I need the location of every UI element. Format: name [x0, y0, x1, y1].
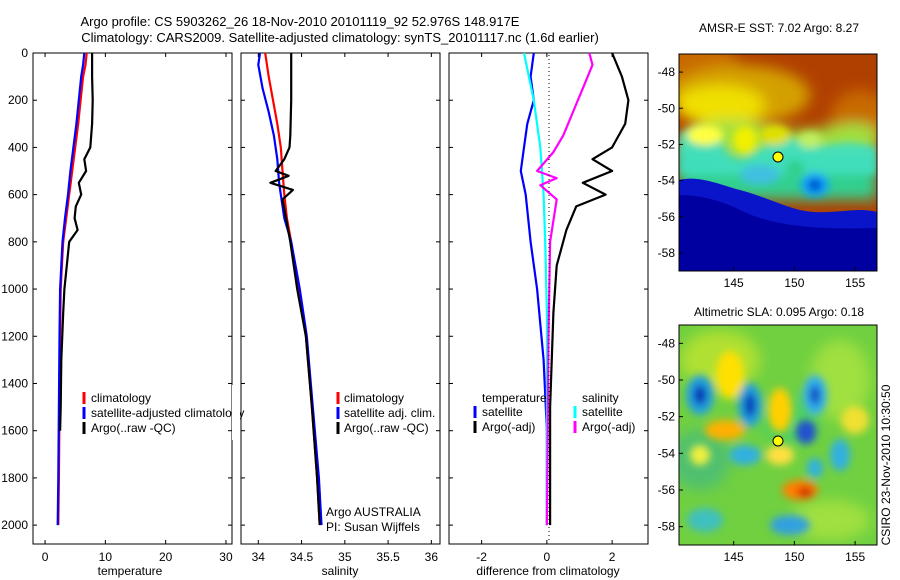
- series-climatology: [57, 52, 88, 526]
- sla-map-title: Altimetric SLA: 0.095 Argo: 0.18: [694, 305, 864, 319]
- map-y-tick-label: -58: [658, 520, 676, 534]
- x-tick-label: 34.5: [290, 550, 314, 564]
- y-tick-label: 200: [8, 93, 28, 107]
- temperature-y-tick-labels: 0 200 400 600 800 1000 1200 1400 1600 1800 2000: [1, 46, 28, 532]
- y-tick-label: 600: [8, 188, 28, 202]
- temperature-panel-frame: [32, 52, 233, 545]
- csiro-timestamp-label: CSIRO 23-Nov-2010 10:30:50: [879, 384, 893, 545]
- map-y-tick-label: -58: [658, 246, 676, 260]
- salinity-panel-frame: [240, 52, 441, 545]
- temperature-xlabel: temperature: [98, 564, 163, 578]
- difference-panel-frame: [448, 52, 649, 545]
- sst-map-title: AMSR-E SST: 7.02 Argo: 8.27: [699, 21, 859, 35]
- x-tick-label: 35: [338, 550, 352, 564]
- series-argo-raw-qc: [269, 53, 321, 526]
- legend-satellite-adj-sal: satellite adj. clim.: [344, 406, 435, 420]
- legend-argo-raw: Argo(..raw -QC): [91, 421, 176, 435]
- annotation-pi: PI: Susan Wijffels: [326, 520, 420, 534]
- x-tick-label: 2: [609, 550, 616, 564]
- series-satellite-adjusted-climatology: [56, 52, 86, 526]
- map-y-tick-label: -56: [658, 210, 676, 224]
- legend-temperature-title: temperature: [482, 391, 547, 405]
- salinity-plot: 34 34.5 35 35.5 36: [241, 52, 440, 564]
- temperature-plot: 0 10 20 30: [33, 52, 233, 564]
- difference-xlabel: difference from climatology: [476, 564, 619, 578]
- map-y-tick-label: -56: [658, 483, 676, 497]
- map-x-tick-label: 150: [784, 550, 804, 564]
- x-tick-label: 35.5: [376, 550, 400, 564]
- y-tick-label: 1400: [1, 376, 28, 390]
- legend-sal-argo: Argo(-adj): [582, 420, 635, 434]
- sla-map-frame: [678, 324, 878, 546]
- figure-title-line2: Climatology: CARS2009. Satellite-adjuste…: [81, 30, 599, 45]
- y-tick-label: 1800: [1, 471, 28, 485]
- series-salinity-satellite: [522, 52, 549, 526]
- y-tick-label: 1600: [1, 424, 28, 438]
- sla-map: [679, 325, 877, 545]
- legend-climatology-sal: climatology: [344, 391, 404, 405]
- argo-float-marker-sla: [772, 435, 784, 447]
- legend-sal-satellite: satellite: [582, 405, 623, 419]
- map-y-tick-label: -52: [658, 410, 676, 424]
- series-climatology: [264, 52, 321, 526]
- legend-argo-raw-sal: Argo(..raw -QC): [344, 421, 429, 435]
- sst-map-frame: [678, 53, 878, 272]
- salinity-xlabel: salinity: [322, 564, 359, 578]
- temperature-legend: climatology satellite-adjusted climatolo…: [82, 391, 244, 435]
- map-y-tick-label: -54: [658, 174, 676, 188]
- argo-float-marker-sst: [772, 151, 784, 163]
- series-temperature-argo-adj: [548, 52, 630, 526]
- x-tick-label: 10: [99, 550, 113, 564]
- x-tick-label: 0: [42, 550, 49, 564]
- x-tick-label: 34: [252, 550, 266, 564]
- x-tick-label: 30: [219, 550, 233, 564]
- x-tick-label: 20: [159, 550, 173, 564]
- map-x-tick-label: 150: [784, 276, 804, 290]
- y-tick-label: 0: [21, 46, 28, 60]
- legend-climatology: climatology: [91, 391, 151, 405]
- map-y-tick-label: -50: [658, 373, 676, 387]
- map-x-tick-label: 155: [845, 276, 865, 290]
- legend-satellite-adjusted: satellite-adjusted climatology: [91, 406, 244, 420]
- legend-salinity-title: salinity: [582, 391, 619, 405]
- difference-plot: -2 0 2: [449, 52, 648, 564]
- map-y-tick-label: -48: [658, 336, 676, 350]
- map-x-tick-label: 155: [845, 550, 865, 564]
- difference-legend: temperature satellite Argo(-adj) salinit…: [473, 391, 635, 434]
- x-tick-label: 36: [425, 550, 439, 564]
- map-y-tick-label: -52: [658, 137, 676, 151]
- map-y-tick-label: -48: [658, 65, 676, 79]
- annotation-argo-australia: Argo AUSTRALIA: [326, 505, 421, 519]
- map-y-tick-label: -50: [658, 101, 676, 115]
- series-salinity-argo-adj: [535, 52, 594, 526]
- map-x-tick-label: 145: [724, 550, 744, 564]
- sla-map-axes: 145 150 155 -48 -50 -52 -54 -56 -58: [658, 336, 866, 564]
- y-tick-label: 1200: [1, 329, 28, 343]
- series-temperature-satellite: [519, 52, 549, 526]
- y-tick-label: 800: [8, 235, 28, 249]
- x-tick-label: -2: [476, 550, 487, 564]
- y-tick-label: 400: [8, 140, 28, 154]
- legend-temp-satellite: satellite: [482, 405, 523, 419]
- y-tick-label: 2000: [1, 518, 28, 532]
- map-x-tick-label: 145: [724, 276, 744, 290]
- map-y-tick-label: -54: [658, 446, 676, 460]
- sst-map-axes: 145 150 155 -48 -50 -52 -54 -56 -58: [658, 65, 866, 290]
- legend-temp-argo: Argo(-adj): [482, 420, 535, 434]
- x-tick-label: 0: [544, 550, 551, 564]
- figure-title-line1: Argo profile: CS 5903262_26 18-Nov-2010 …: [81, 14, 520, 29]
- series-argo-raw-qc: [59, 53, 94, 431]
- salinity-legend: climatology satellite adj. clim. Argo(..…: [336, 391, 435, 435]
- y-tick-label: 1000: [1, 282, 28, 296]
